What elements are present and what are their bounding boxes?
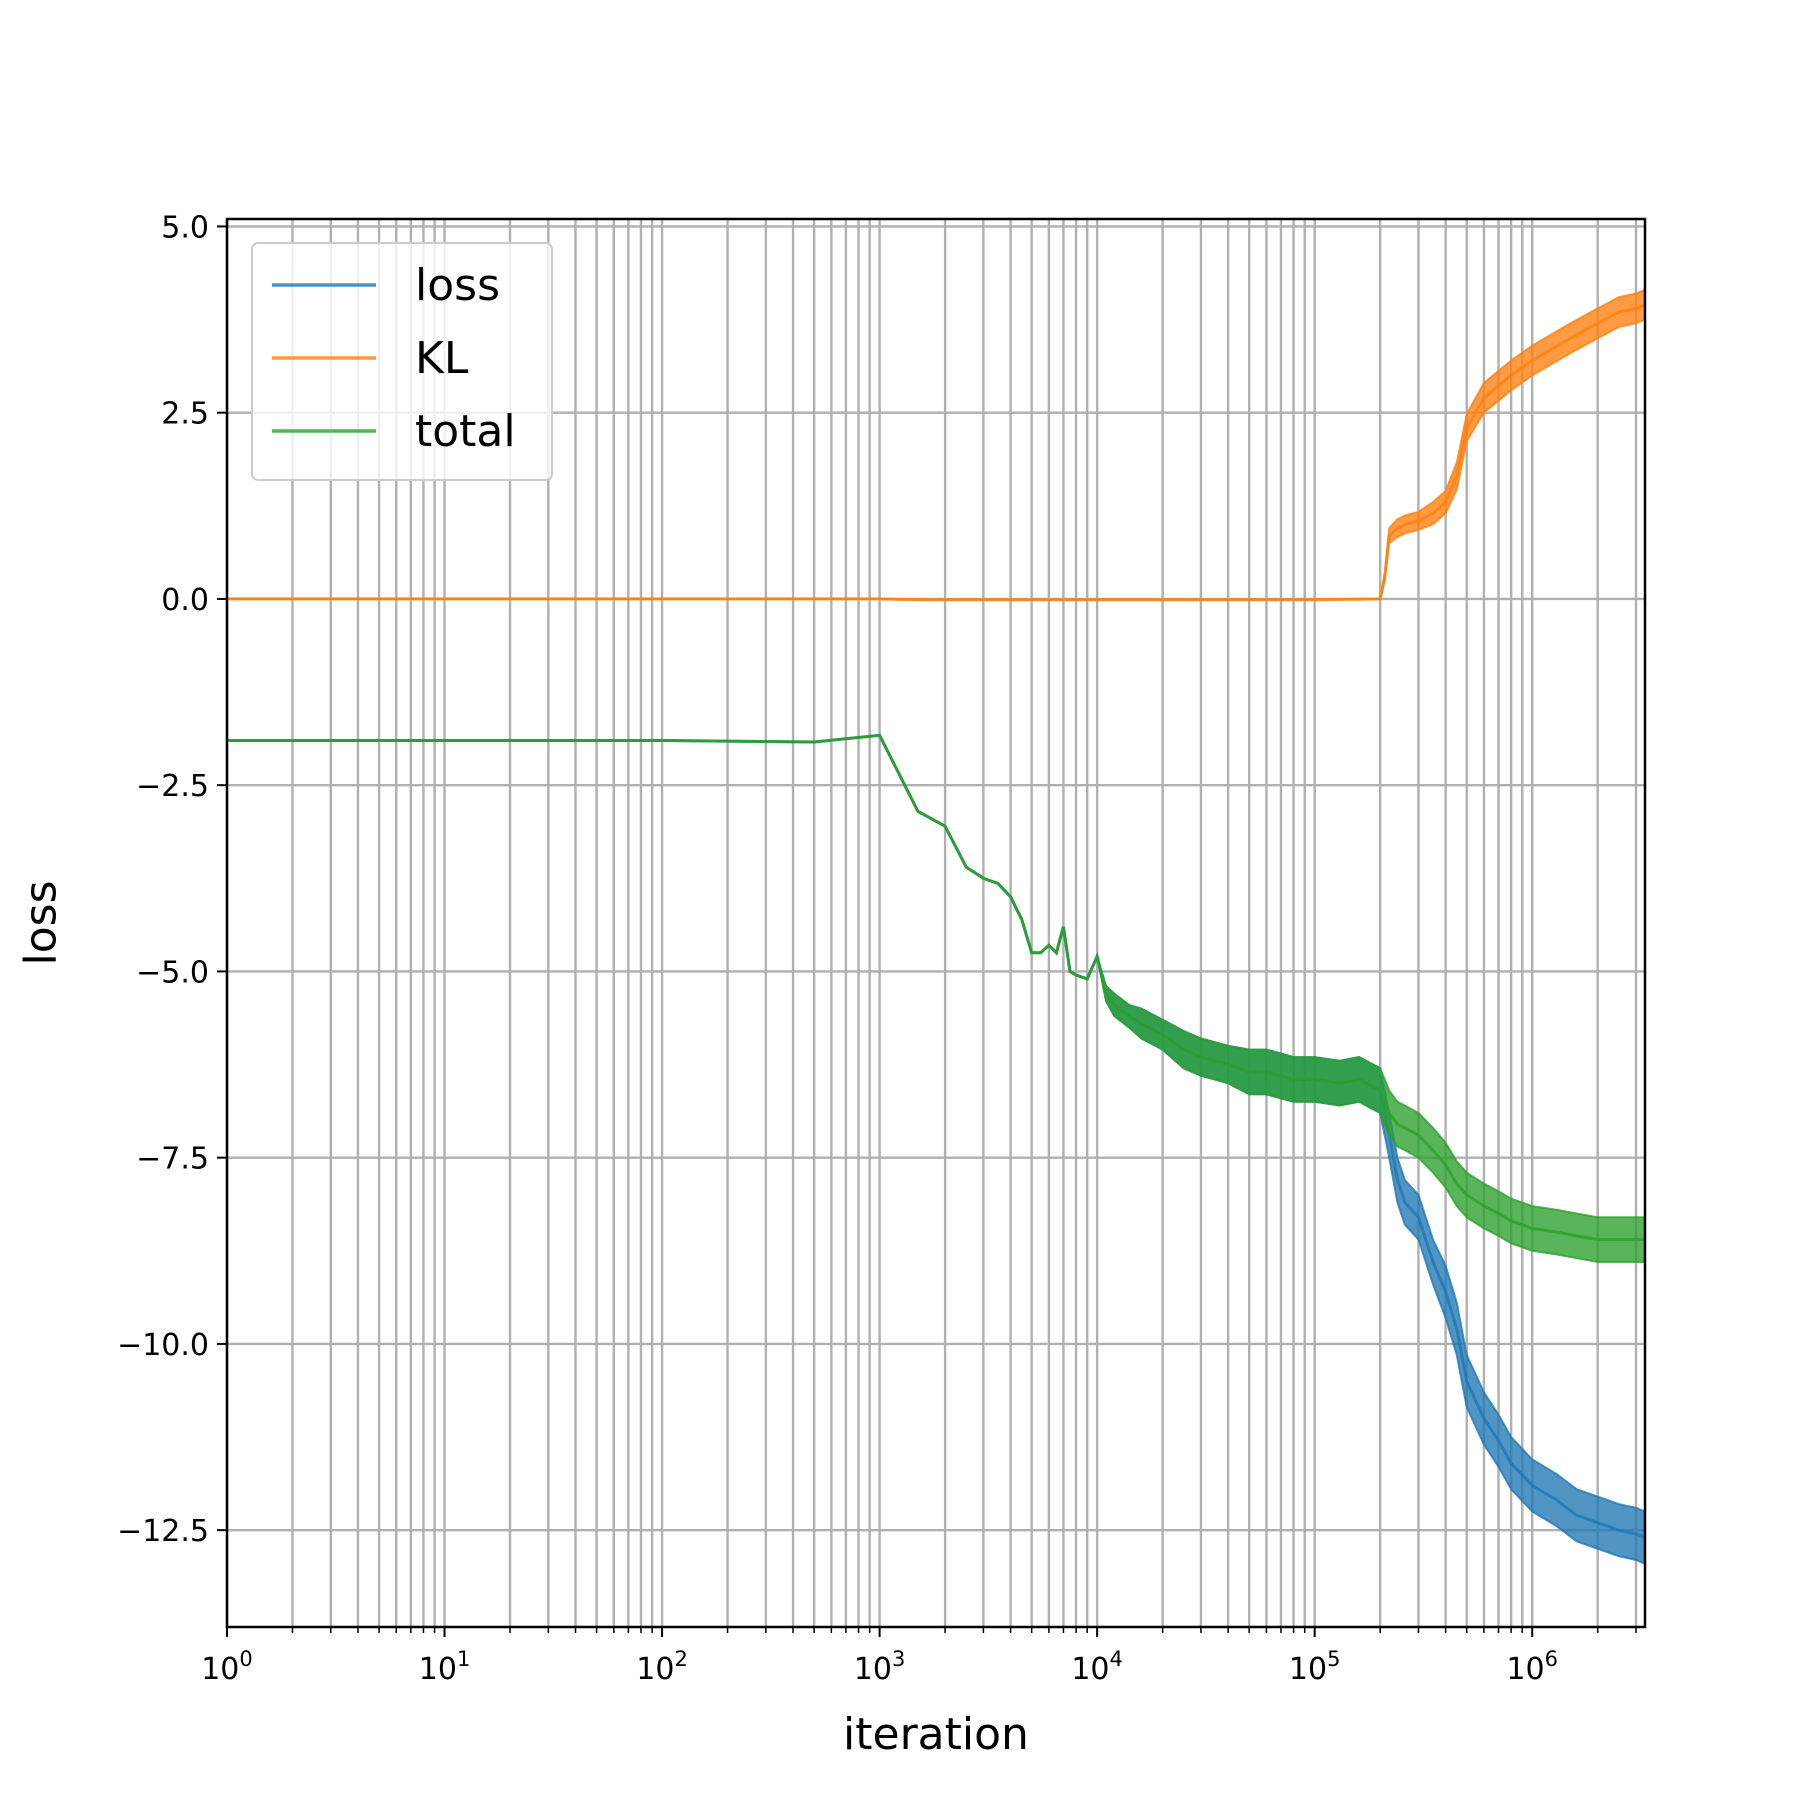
y-tick-label: −12.5 — [117, 1514, 209, 1549]
legend-label-kl: KL — [415, 333, 469, 384]
series-layer — [227, 288, 1646, 1566]
y-tick-label: −2.5 — [136, 769, 209, 804]
series-kl-line — [227, 303, 1646, 602]
x-tick-label: 104 — [1071, 1647, 1123, 1687]
legend: loss KL total — [251, 242, 553, 481]
y-tick-label: −7.5 — [136, 1142, 209, 1177]
x-tick-label: 106 — [1506, 1647, 1558, 1687]
x-tick-label: 103 — [854, 1647, 906, 1687]
x-tick-label: 100 — [201, 1647, 253, 1687]
y-axis-title: loss — [15, 881, 66, 966]
x-tick-label: 105 — [1289, 1647, 1341, 1687]
y-tick-label: −10.0 — [117, 1328, 209, 1363]
legend-label-loss: loss — [415, 260, 500, 311]
series-total-line — [227, 733, 1645, 1242]
y-tick-label: 2.5 — [161, 397, 209, 432]
legend-box — [251, 242, 553, 481]
x-tick-label: 101 — [419, 1647, 471, 1687]
y-tick-label: −5.0 — [136, 955, 209, 990]
x-axis-title: iteration — [843, 1709, 1029, 1760]
x-tick-label: 102 — [636, 1647, 688, 1687]
y-tick-label: 0.0 — [161, 583, 209, 618]
axis-ticks: 5.0 2.5 0.0 −2.5 −5.0 −7.5 −10.0 −12.5 100 101 102… — [117, 210, 1637, 1687]
plot-frame — [225, 217, 1647, 1629]
y-tick-label: 5.0 — [161, 210, 209, 245]
legend-label-total: total — [415, 406, 516, 457]
